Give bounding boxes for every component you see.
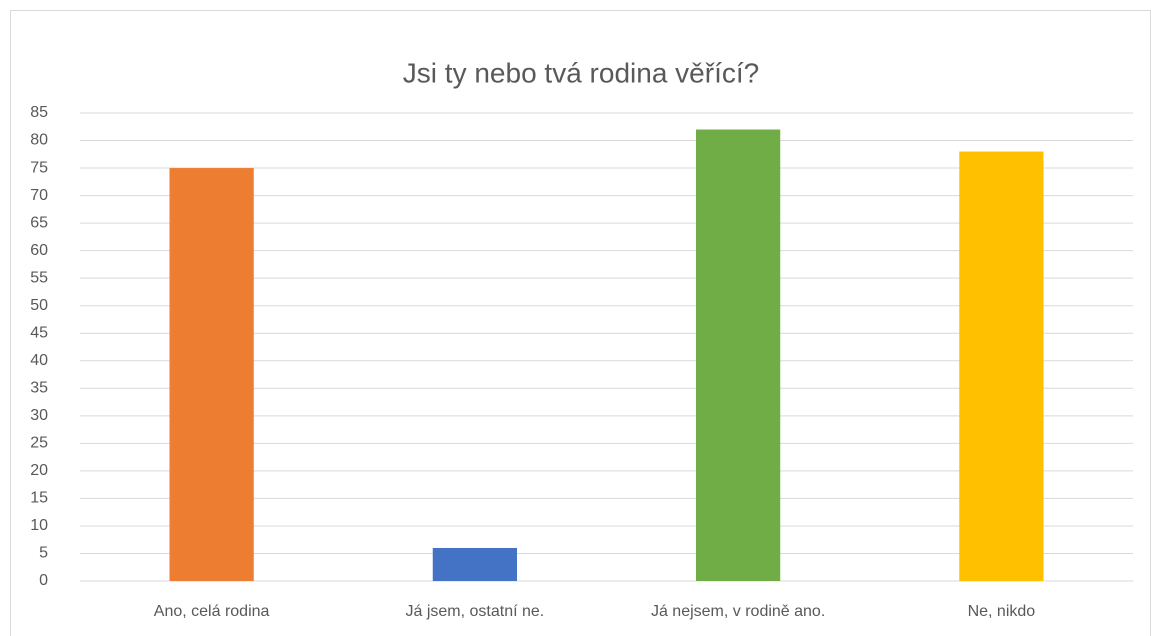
y-tick-label: 0: [39, 572, 48, 589]
y-tick-label: 80: [30, 132, 48, 149]
x-tick-label: Ne, nikdo: [968, 603, 1036, 620]
x-tick-label: Já jsem, ostatní ne.: [406, 603, 545, 620]
y-tick-label: 40: [30, 352, 48, 369]
y-tick-label: 25: [30, 435, 48, 452]
y-tick-label: 10: [30, 517, 48, 534]
y-tick-label: 50: [30, 297, 48, 314]
bar: [959, 151, 1044, 581]
x-tick-label: Já nejsem, v rodině ano.: [651, 603, 825, 620]
y-tick-label: 20: [30, 462, 48, 479]
y-tick-label: 30: [30, 407, 48, 424]
bar: [169, 168, 254, 581]
y-tick-label: 45: [30, 324, 48, 341]
bar: [696, 129, 781, 582]
y-tick-label: 35: [30, 380, 48, 397]
x-tick-label: Ano, celá rodina: [154, 603, 270, 620]
y-tick-label: 15: [30, 490, 48, 507]
y-tick-label: 65: [30, 214, 48, 231]
y-tick-label: 85: [30, 104, 48, 121]
y-tick-label: 60: [30, 242, 48, 259]
y-tick-label: 75: [30, 159, 48, 176]
y-tick-label: 5: [39, 545, 48, 562]
y-tick-label: 55: [30, 269, 48, 286]
bar: [432, 547, 517, 581]
chart-title: Jsi ty nebo tvá rodina věřící?: [403, 57, 759, 88]
y-tick-label: 70: [30, 187, 48, 204]
